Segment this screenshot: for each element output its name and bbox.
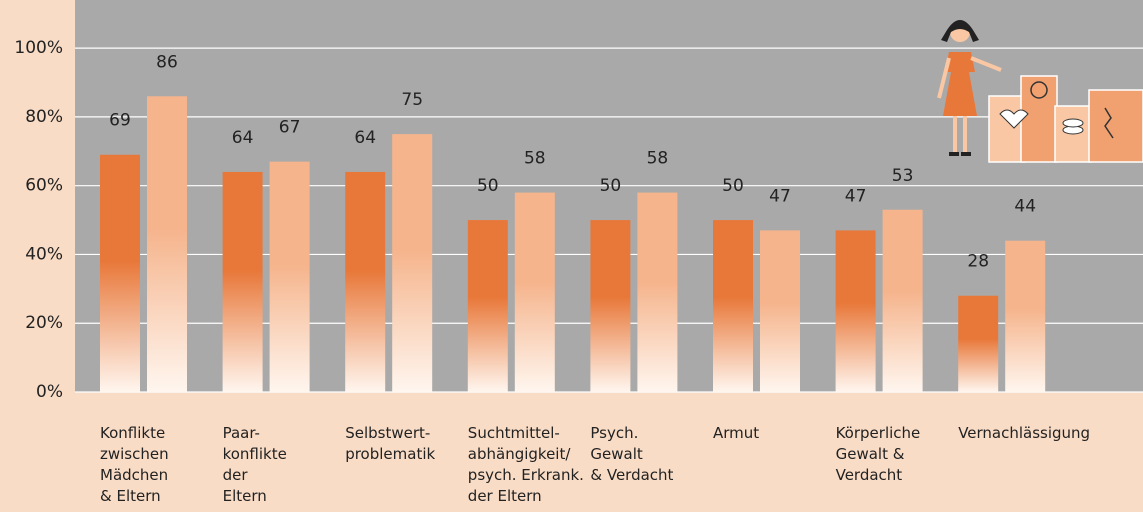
- value-label: 86: [156, 52, 178, 72]
- bar: [515, 193, 555, 392]
- page: 69 86 64 67 64 75 50 58 50 58 50 47 47 53 28 44 0% 20% 40…: [0, 0, 1143, 512]
- value-label: 28: [967, 252, 989, 272]
- bar: [270, 162, 310, 392]
- value-label: 67: [279, 118, 301, 138]
- value-label: 47: [845, 186, 867, 206]
- bar: [147, 96, 187, 392]
- value-label: 53: [892, 166, 914, 186]
- bar: [760, 230, 800, 392]
- x-tick-label: Paar- konflikte der Eltern: [223, 423, 287, 507]
- value-label: 75: [401, 90, 423, 110]
- y-tick-label: 40%: [25, 244, 63, 264]
- x-tick-label: Armut: [713, 423, 759, 444]
- value-label: 50: [477, 176, 499, 196]
- value-label: 44: [1014, 197, 1036, 217]
- value-label: 50: [722, 176, 744, 196]
- bar: [1005, 241, 1045, 392]
- x-tick-label: Suchtmittel- abhängigkeit/ psych. Erkran…: [468, 423, 584, 507]
- bar: [836, 230, 876, 392]
- y-tick-label: 0%: [36, 382, 63, 402]
- value-label: 50: [600, 176, 622, 196]
- x-tick-label: Vernachlässigung: [958, 423, 1090, 444]
- bar: [468, 220, 508, 392]
- x-tick-label: Körperliche Gewalt & Verdacht: [836, 423, 921, 486]
- y-tick-label: 60%: [25, 176, 63, 196]
- x-tick-label: Psych. Gewalt & Verdacht: [590, 423, 673, 486]
- value-label: 58: [524, 149, 546, 169]
- bar: [590, 220, 630, 392]
- x-tick-label: Selbstwert- problematik: [345, 423, 435, 465]
- bar: [883, 210, 923, 392]
- y-tick-label: 20%: [25, 313, 63, 333]
- value-label: 47: [769, 186, 791, 206]
- bar: [713, 220, 753, 392]
- y-tick-label: 80%: [25, 107, 63, 127]
- bar: [958, 296, 998, 392]
- bar: [100, 155, 140, 392]
- y-tick-label: 100%: [14, 38, 63, 58]
- x-tick-label: Konflikte zwischen Mädchen & Eltern: [100, 423, 169, 507]
- bar: [345, 172, 385, 392]
- bar: [223, 172, 263, 392]
- value-label: 69: [109, 111, 131, 131]
- value-label: 64: [232, 128, 254, 148]
- value-label: 64: [354, 128, 376, 148]
- bar: [637, 193, 677, 392]
- value-label: 58: [647, 149, 669, 169]
- bar: [392, 134, 432, 392]
